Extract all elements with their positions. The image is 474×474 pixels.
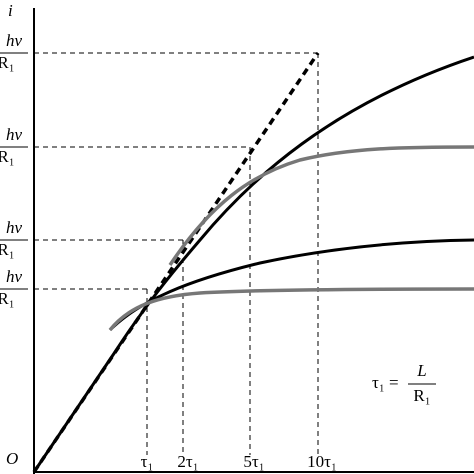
formula-lhs: τ₁ = — [372, 373, 399, 392]
x-label: 5τ₁ — [243, 452, 264, 471]
guides — [34, 52, 319, 455]
x-label: 10τ₁ — [307, 452, 337, 471]
v-guides — [146, 53, 319, 455]
y-label-denominator: R₁ — [0, 289, 15, 308]
x-label: 2τ₁ — [177, 452, 198, 471]
curve-1 — [108, 287, 474, 332]
y-label-denominator: R₁ — [0, 240, 15, 259]
curve-5 — [168, 145, 474, 266]
h-guides — [34, 52, 318, 290]
curve-10 — [32, 55, 474, 473]
y-labels: hv R₁ hv R₁ hv R₁ hv R₁ — [0, 31, 28, 308]
y-label-numerator: hv — [6, 125, 23, 144]
y-axis-label: i — [8, 1, 13, 20]
y-label-denominator: R₁ — [0, 147, 15, 166]
y-label-numerator: hv — [6, 267, 23, 286]
origin-label: O — [6, 449, 18, 468]
formula-numerator: L — [416, 361, 426, 380]
formula-denominator: R₁ — [413, 386, 430, 405]
y-label-denominator: R₁ — [0, 53, 15, 72]
x-labels: τ₁ 2τ₁ 5τ₁ 10τ₁ — [141, 452, 337, 471]
y-label-numerator: hv — [6, 218, 23, 237]
y-label-numerator: hv — [6, 31, 23, 50]
x-label: τ₁ — [141, 452, 154, 471]
